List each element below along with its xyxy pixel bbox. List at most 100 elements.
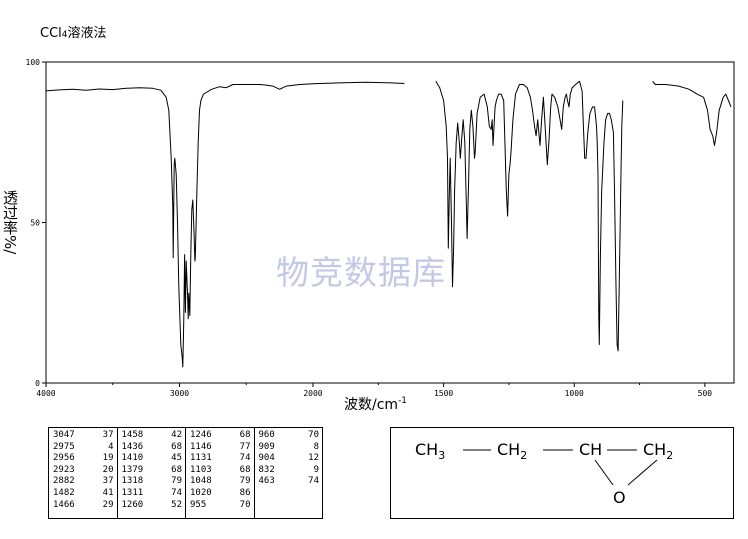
- y-axis-label: 透过率%/: [1, 190, 19, 255]
- bond-ring-right: [627, 459, 658, 486]
- peak-wavenumber: 1410: [121, 453, 144, 464]
- watermark-text: 物竞数据库: [276, 253, 446, 292]
- peak-wavenumber: 960: [258, 430, 275, 440]
- peak-transmittance: 42: [171, 430, 182, 440]
- peak-wavenumber: 1146: [190, 441, 212, 452]
- peak-wavenumber: 1379: [121, 464, 144, 475]
- peak-transmittance: 37: [102, 476, 114, 487]
- peak-row: 909 8: [259, 442, 320, 454]
- peak-row: 832 9: [259, 465, 320, 477]
- x-tick-label: 500: [698, 389, 713, 398]
- peak-transmittance: 20: [102, 464, 114, 475]
- peak-transmittance: 29: [102, 499, 114, 510]
- peak-wavenumber: 2882: [53, 476, 75, 487]
- peak-row: 1260 52: [122, 500, 183, 512]
- peak-wavenumber: 909: [258, 441, 275, 452]
- peak-wavenumber: 3047: [53, 430, 75, 440]
- peak-wavenumber: 832: [258, 464, 275, 475]
- molecular-structure: CH3 CH2 CH CH2 O: [415, 440, 673, 507]
- peak-wavenumber: 1436: [121, 441, 144, 452]
- peak-column: 1246 68 1146 77 1131 74 1103 68 1048 79 1020 86 955 7…: [186, 428, 255, 518]
- peak-transmittance: 79: [239, 476, 251, 487]
- peak-transmittance: 68: [239, 464, 251, 475]
- peak-wavenumber: 955: [190, 499, 207, 510]
- peak-row: 1466 29: [53, 500, 114, 512]
- y-tick-label: 50: [30, 219, 40, 228]
- peak-column: 960 70 909 8 904 12 832 9 463 74: [255, 428, 323, 518]
- peak-wavenumber: 1246: [190, 430, 212, 440]
- title-suffix: 溶液法: [67, 26, 107, 41]
- peak-row: 904 12: [259, 453, 320, 465]
- title-subscript: 4: [61, 30, 68, 40]
- peak-transmittance: 68: [171, 464, 182, 475]
- peak-row: 1436 68: [122, 442, 183, 454]
- peak-wavenumber: 1048: [190, 476, 212, 487]
- structure-box: CH3 CH2 CH CH2 O: [390, 427, 734, 519]
- peak-wavenumber: 463: [258, 476, 275, 487]
- peak-transmittance: 8: [313, 441, 319, 452]
- peak-row: 3047 37: [53, 430, 114, 442]
- peak-wavenumber: 2923: [53, 464, 75, 475]
- peak-row: 960 70: [259, 430, 320, 442]
- peak-wavenumber: 1458: [121, 430, 144, 440]
- peak-transmittance: 9: [313, 464, 319, 475]
- peak-transmittance: 70: [239, 499, 251, 510]
- peak-row: 1318 79: [122, 476, 183, 488]
- peak-row: 1482 41: [53, 488, 114, 500]
- plot-frame: [45, 61, 735, 384]
- peak-transmittance: 68: [171, 441, 182, 452]
- x-axis-label: 波数/cm-1: [344, 396, 407, 413]
- peak-wavenumber: 2956: [53, 453, 75, 464]
- peak-wavenumber: 1103: [190, 464, 212, 475]
- peak-wavenumber: 1318: [121, 476, 144, 487]
- x-tick-label: 1500: [434, 389, 453, 398]
- x-tick-label: 2000: [303, 389, 322, 398]
- y-tick-label: 100: [26, 58, 41, 67]
- peak-transmittance: 74: [239, 453, 251, 464]
- bond-ring-left: [594, 459, 614, 486]
- peak-row: 2882 37: [53, 476, 114, 488]
- peak-row: 1020 86: [190, 488, 251, 500]
- group-ch2-a: CH2: [497, 440, 527, 462]
- peak-row: 1103 68: [190, 465, 251, 477]
- peak-row: 1311 74: [122, 488, 183, 500]
- peak-transmittance: 86: [239, 487, 251, 498]
- peak-row: 463 74: [259, 476, 320, 488]
- peak-row: 1048 79: [190, 476, 251, 488]
- peak-transmittance: 37: [102, 430, 114, 440]
- peak-row: 2923 20: [53, 465, 114, 477]
- group-ch: CH: [579, 440, 602, 459]
- peak-transmittance: 68: [239, 430, 251, 440]
- y-tick-label: 0: [35, 379, 40, 388]
- x-tick-label: 1000: [565, 389, 584, 398]
- peak-wavenumber: 1466: [53, 499, 75, 510]
- spectrum-title: CCl4溶液法: [40, 22, 107, 41]
- group-ch2-b: CH2: [643, 440, 673, 462]
- peak-transmittance: 41: [102, 487, 114, 498]
- oxygen-atom: O: [613, 488, 626, 507]
- peak-row: 1131 74: [190, 453, 251, 465]
- peak-transmittance: 12: [308, 453, 319, 464]
- peak-transmittance: 74: [171, 487, 182, 498]
- peak-table: 3047 37 2975 4 2956 19 2923 20 2882 37 1482 41 1466 2…: [48, 427, 323, 519]
- peak-column: 3047 37 2975 4 2956 19 2923 20 2882 37 1482 41 1466 2…: [49, 428, 118, 518]
- peak-row: 1246 68: [190, 430, 251, 442]
- peak-transmittance: 70: [308, 430, 319, 440]
- x-tick-label: 3000: [170, 389, 189, 398]
- peak-transmittance: 4: [108, 441, 114, 452]
- spectrum-trace-segment: [652, 80, 732, 146]
- peak-transmittance: 45: [171, 453, 182, 464]
- peak-transmittance: 77: [239, 441, 251, 452]
- peak-transmittance: 79: [171, 476, 182, 487]
- peak-column: 1458 42 1436 68 1410 45 1379 68 1318 79 1311 74 1260…: [118, 428, 186, 518]
- peak-row: 1146 77: [190, 442, 251, 454]
- peak-row: 1410 45: [122, 453, 183, 465]
- peak-wavenumber: 1260: [121, 499, 144, 510]
- spectrum-trace-segment: [45, 81, 405, 368]
- title-prefix: CCl: [40, 26, 62, 41]
- x-tick-label: 4000: [36, 389, 55, 398]
- peak-wavenumber: 1131: [190, 453, 212, 464]
- peak-wavenumber: 2975: [53, 441, 75, 452]
- peak-row: 955 70: [190, 500, 251, 512]
